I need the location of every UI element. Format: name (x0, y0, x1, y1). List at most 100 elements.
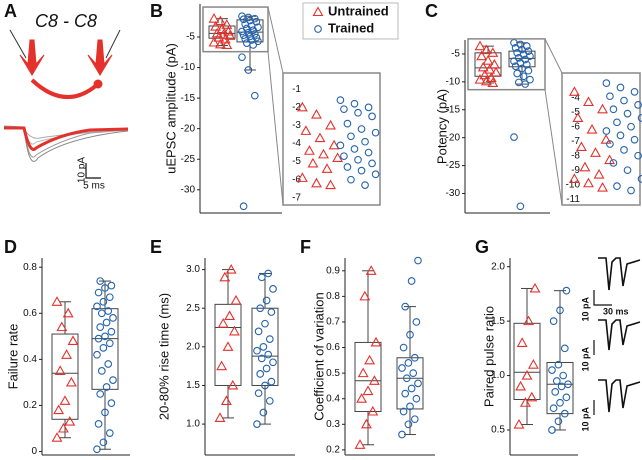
point (606, 92, 614, 101)
point (526, 75, 534, 84)
point (256, 304, 265, 313)
legend-label: Trained (328, 20, 374, 35)
point (487, 47, 499, 57)
point (99, 344, 108, 352)
point (572, 112, 584, 123)
point (516, 337, 528, 347)
point (253, 346, 261, 355)
y-tick-label: 2.0 (491, 261, 505, 272)
neuron-diagram (9, 29, 121, 99)
point (267, 308, 276, 316)
point (362, 385, 374, 396)
inset-tick-label: -3 (292, 120, 301, 131)
point (514, 78, 523, 87)
point (513, 418, 525, 429)
point (321, 163, 333, 173)
point (242, 39, 251, 47)
y-tick-label: -30 (446, 188, 461, 199)
point (105, 293, 114, 302)
point (249, 41, 258, 49)
point (311, 108, 322, 119)
point (350, 145, 359, 153)
point (482, 55, 494, 65)
inset-tick-label: -5 (292, 156, 301, 167)
point (554, 417, 563, 426)
point (221, 19, 233, 29)
point (361, 181, 369, 189)
box (251, 307, 279, 386)
point (476, 50, 488, 61)
point (222, 341, 234, 351)
point (97, 367, 106, 375)
point (220, 395, 232, 405)
point (225, 263, 237, 274)
point (559, 371, 568, 380)
point (579, 161, 591, 172)
y-tick-label: -10 (181, 62, 196, 73)
point (269, 358, 277, 367)
point (548, 366, 556, 374)
point (556, 398, 564, 407)
point (630, 135, 639, 144)
point (340, 152, 348, 161)
point (600, 134, 612, 144)
inset-tick-label: -5 (571, 107, 580, 118)
point (406, 330, 414, 339)
point (350, 99, 359, 108)
point (474, 40, 486, 51)
point (214, 412, 226, 422)
y-tick-label: 0.5 (326, 368, 340, 379)
point (101, 332, 109, 341)
point (250, 30, 259, 38)
point (264, 269, 273, 278)
point (102, 318, 111, 327)
point (265, 397, 274, 405)
point (239, 202, 248, 211)
trace-scale-label: 10 pA (580, 407, 590, 432)
point (56, 321, 68, 332)
point (407, 277, 416, 285)
point (259, 408, 268, 417)
point (620, 146, 628, 154)
panel-letter: C (425, 1, 438, 21)
inset-tick-label: -4 (292, 138, 301, 149)
point (409, 369, 418, 377)
point (602, 127, 611, 135)
y-tick-label: 0.6 (326, 342, 340, 353)
point (556, 306, 564, 315)
point (609, 159, 618, 167)
point (96, 277, 105, 285)
point (253, 420, 261, 428)
point (262, 364, 271, 373)
y-tick-label: -5 (186, 32, 195, 43)
point (357, 125, 366, 133)
point (548, 426, 556, 434)
panel-letter: D (4, 237, 17, 257)
point (216, 360, 228, 371)
point (314, 132, 326, 143)
point (590, 147, 601, 157)
point (564, 380, 572, 389)
point (549, 317, 558, 325)
point (480, 75, 492, 86)
y-tick-label: 2.0 (186, 341, 200, 352)
trace-scale-label: 30 ms (603, 306, 629, 316)
point (474, 74, 486, 84)
box (51, 333, 79, 420)
inset-tick-label: -6 (292, 174, 301, 185)
point (361, 137, 369, 146)
point (104, 360, 113, 368)
point (254, 389, 263, 398)
y-tick-label: 0.8 (23, 262, 37, 273)
inset-tick-label: -7 (571, 136, 580, 147)
point (244, 66, 253, 74)
y-axis-label: Paired pulse ratio (481, 306, 496, 407)
point (623, 109, 632, 118)
point (254, 37, 262, 46)
box (354, 341, 382, 413)
traces (3, 125, 129, 179)
point (221, 39, 233, 49)
scale-label: 5 ms (83, 181, 105, 192)
point (230, 294, 242, 305)
y-tick-label: 1.5 (491, 316, 505, 327)
